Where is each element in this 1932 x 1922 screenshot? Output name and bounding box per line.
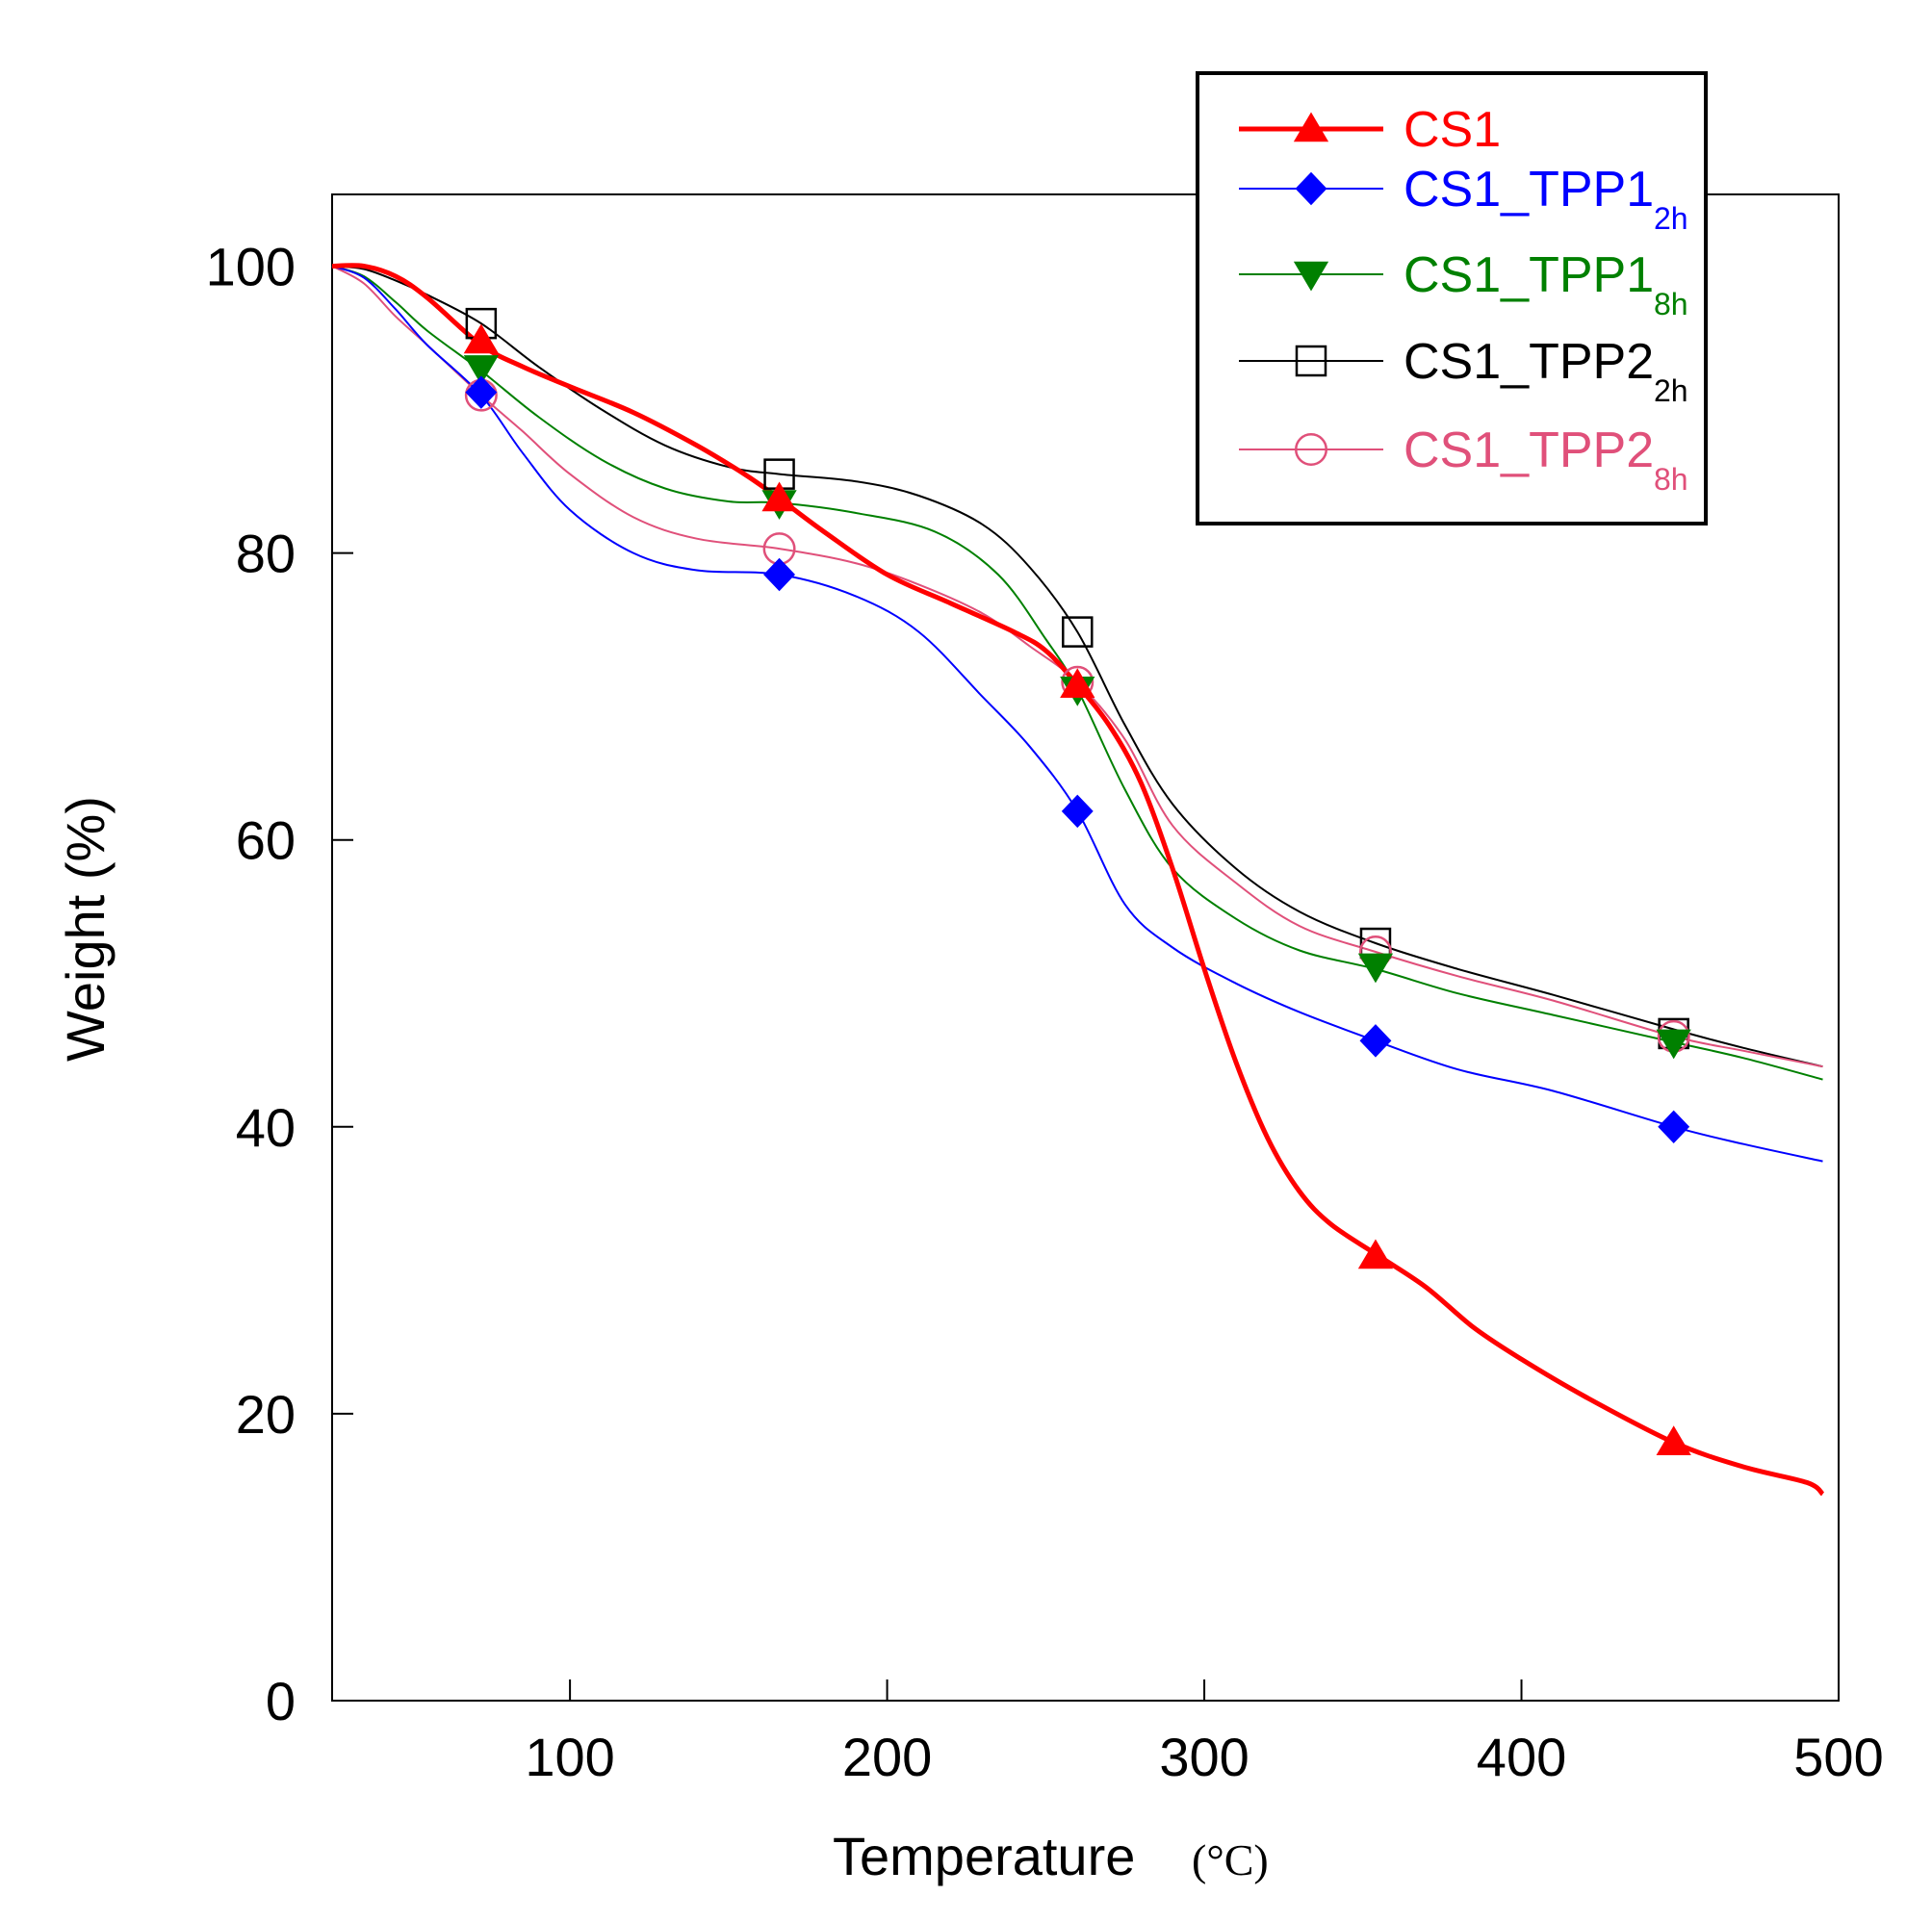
legend-subscript-2: 8h	[1654, 287, 1688, 321]
y-axis-title: Weight (%)	[55, 796, 116, 1062]
series-line-3	[331, 265, 1823, 1068]
legend-marker-4	[1295, 433, 1327, 466]
series-line-2	[331, 265, 1823, 1081]
y-tick-label: 80	[236, 524, 296, 584]
legend-label-2: CS1_TPP1	[1404, 247, 1654, 303]
legend-label-3: CS1_TPP2	[1404, 334, 1654, 390]
y-tick-label: 60	[236, 810, 296, 871]
legend-marker-2	[1293, 261, 1329, 292]
series-line-0	[331, 263, 1825, 1497]
series-lines	[331, 263, 1825, 1497]
axis-ticks: 100 200 300 400 500 0 20 40 60 80 100	[206, 237, 1884, 1787]
plot-frame	[331, 193, 1840, 1702]
x-tick-label: 400	[1477, 1727, 1566, 1787]
series-0-data-point	[1656, 1425, 1691, 1455]
series-markers	[463, 307, 1691, 1455]
legend-label-1: CS1_TPP1	[1404, 162, 1654, 218]
legend-marker-3	[1295, 345, 1327, 377]
legend-marker-0	[1293, 112, 1329, 142]
series-0-data-point	[761, 481, 797, 512]
x-axis-unit: (°C)	[1192, 1835, 1269, 1884]
x-tick-label: 100	[525, 1727, 614, 1787]
legend-label-4: CS1_TPP2	[1404, 423, 1654, 478]
legend-subscript-4: 8h	[1654, 462, 1688, 497]
x-tick-label: 500	[1793, 1727, 1883, 1787]
x-tick-label: 200	[842, 1727, 932, 1787]
series-1-data-point	[763, 557, 795, 592]
legend-marker-1	[1295, 171, 1327, 206]
series-0-data-point	[1060, 668, 1095, 698]
legend-label-0: CS1	[1404, 102, 1501, 158]
series-1-data-point	[1359, 1024, 1392, 1058]
series-1-data-point	[1658, 1110, 1690, 1144]
series-2-data-point	[1656, 1029, 1691, 1060]
series-1-data-point	[465, 375, 498, 409]
y-tick-label: 40	[236, 1097, 296, 1158]
y-tick-label: 0	[266, 1671, 296, 1731]
legend-subscript-1: 2h	[1654, 201, 1688, 236]
x-axis-title: Temperature	[833, 1826, 1135, 1886]
legend-subscript-3: 2h	[1654, 373, 1688, 408]
legend: CS1CS1_TPP12hCS1_TPP18hCS1_TPP22hCS1_TPP…	[1196, 71, 1708, 525]
series-0-data-point	[1357, 1239, 1394, 1269]
series-line-1	[331, 265, 1823, 1163]
y-tick-label: 20	[236, 1384, 296, 1445]
series-0-data-point	[463, 323, 499, 354]
series-1-data-point	[1061, 794, 1094, 829]
x-tick-label: 300	[1159, 1727, 1249, 1787]
series-2-data-point	[1357, 953, 1394, 984]
series-2-data-point	[463, 355, 499, 385]
series-3-data-point	[1062, 616, 1094, 648]
y-tick-label: 100	[206, 237, 296, 297]
